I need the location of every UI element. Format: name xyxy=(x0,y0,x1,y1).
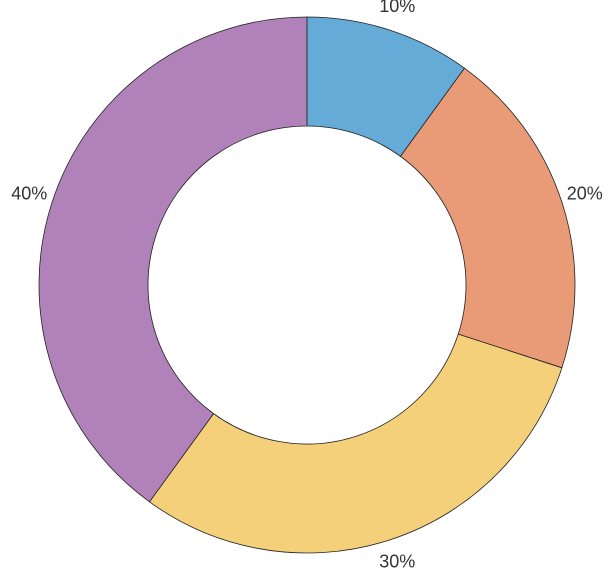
donut-slice xyxy=(399,67,576,369)
data-label: 20% xyxy=(567,184,603,204)
donut-slice xyxy=(148,333,563,554)
data-label: 40% xyxy=(11,184,47,204)
data-label: 10% xyxy=(379,0,415,16)
data-label: 30% xyxy=(379,551,415,571)
donut-slice xyxy=(38,16,308,503)
